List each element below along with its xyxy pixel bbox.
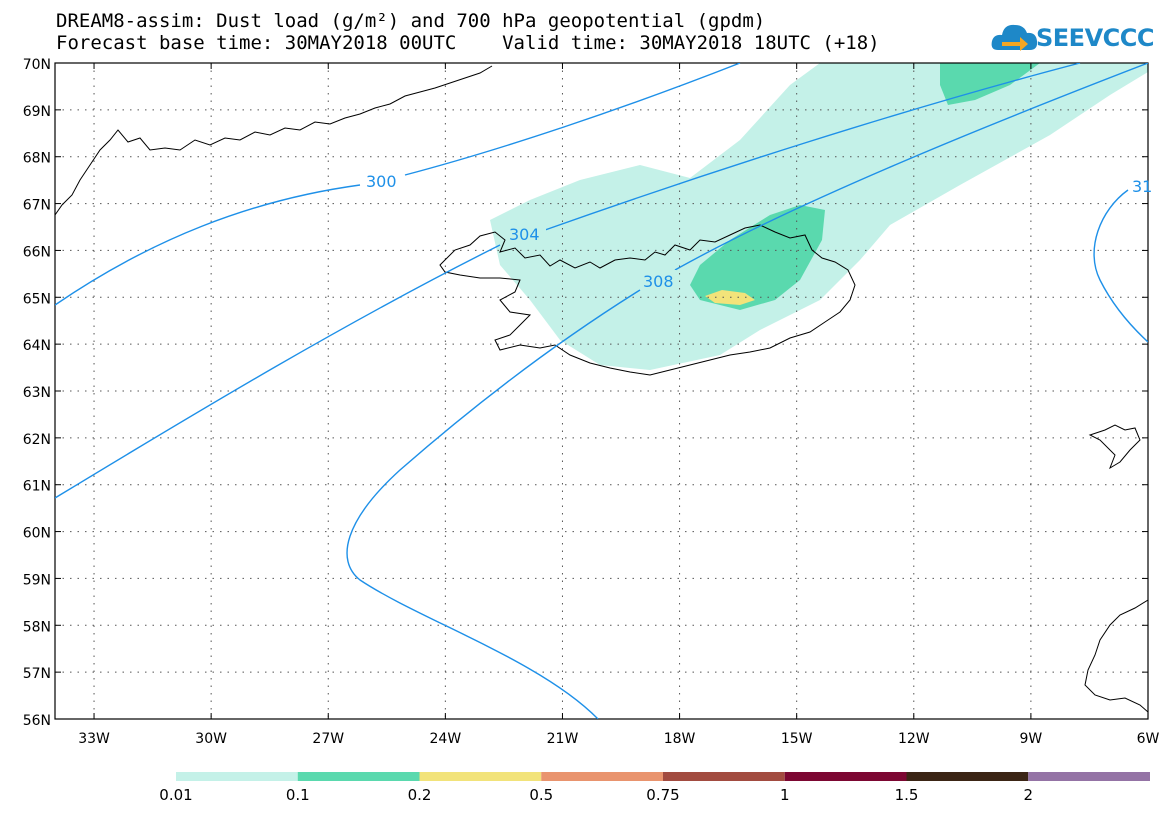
colorbar-swatch bbox=[1028, 772, 1150, 781]
contour-312 bbox=[1093, 189, 1148, 343]
coastline-greenland bbox=[55, 65, 493, 216]
lat-label: 68N bbox=[23, 151, 51, 167]
lat-label: 61N bbox=[23, 479, 51, 495]
coastline-scotland bbox=[1084, 599, 1148, 713]
colorbar-swatch bbox=[297, 772, 420, 781]
cloud-icon bbox=[991, 24, 1038, 51]
colorbar-swatch bbox=[784, 772, 907, 781]
colorbar-swatch bbox=[419, 772, 542, 781]
colorbar-swatch bbox=[906, 772, 1029, 781]
chart-title-line1: DREAM8-assim: Dust load (g/m²) and 700 h… bbox=[56, 10, 766, 32]
contour-label-308: 308 bbox=[643, 272, 674, 291]
dust-area-mid bbox=[690, 205, 825, 310]
lat-label: 70N bbox=[23, 57, 51, 73]
contour-label-300: 300 bbox=[366, 172, 397, 191]
colorbar-label: 0.75 bbox=[646, 786, 679, 804]
longitude-labels: 33W 30W 27W 24W 21W 18W 15W 12W 9W 6W bbox=[78, 731, 1159, 747]
lon-label: 12W bbox=[898, 731, 930, 747]
colorbar-label: 2 bbox=[1023, 786, 1033, 804]
colorbar-label: 0.5 bbox=[529, 786, 553, 804]
lon-label: 9W bbox=[1020, 731, 1043, 747]
lat-label: 64N bbox=[23, 338, 51, 354]
lat-label: 56N bbox=[23, 713, 51, 729]
lon-label: 18W bbox=[664, 731, 696, 747]
lon-label: 6W bbox=[1137, 731, 1160, 747]
lon-label: 21W bbox=[547, 731, 579, 747]
colorbar-label: 1 bbox=[780, 786, 790, 804]
lat-label: 65N bbox=[23, 291, 51, 307]
contour-label-304: 304 bbox=[509, 225, 540, 244]
lon-label: 30W bbox=[195, 731, 227, 747]
chart-title-line2: Forecast base time: 30MAY2018 00UTC Vali… bbox=[56, 32, 880, 54]
coastline-faroe bbox=[1088, 424, 1141, 470]
lat-label: 58N bbox=[23, 619, 51, 635]
seevccc-logo: SEEVCCC bbox=[990, 18, 1155, 58]
contour-300 bbox=[55, 63, 741, 306]
logo-text: SEEVCCC bbox=[1036, 24, 1155, 52]
colorbar-swatch bbox=[176, 772, 298, 781]
latitude-labels: 70N 69N 68N 67N 66N 65N 64N 63N 62N 61N 60N 59N 58N 5… bbox=[23, 57, 51, 729]
colorbar-label: 0.01 bbox=[159, 786, 192, 804]
lat-label: 62N bbox=[23, 432, 51, 448]
colorbar-label: 0.1 bbox=[286, 786, 310, 804]
colorbar-legend: 0.01 0.1 0.2 0.5 0.75 1 1.5 2 bbox=[159, 772, 1150, 804]
lat-label: 66N bbox=[23, 244, 51, 260]
colorbar-swatch bbox=[663, 772, 785, 781]
contour-label-312: 31 bbox=[1132, 177, 1152, 196]
colorbar-label: 0.2 bbox=[408, 786, 432, 804]
lat-label: 69N bbox=[23, 104, 51, 120]
contour-304 bbox=[55, 63, 1081, 499]
lat-label: 57N bbox=[23, 666, 51, 682]
colorbar-label: 1.5 bbox=[895, 786, 919, 804]
lon-label: 15W bbox=[781, 731, 813, 747]
lat-label: 60N bbox=[23, 526, 51, 542]
colorbar-swatch bbox=[541, 772, 663, 781]
lon-label: 24W bbox=[430, 731, 462, 747]
lon-label: 27W bbox=[312, 731, 344, 747]
lat-label: 67N bbox=[23, 198, 51, 214]
lon-label: 33W bbox=[78, 731, 110, 747]
coastline-iceland bbox=[439, 224, 856, 376]
lat-label: 59N bbox=[23, 572, 51, 588]
lat-label: 63N bbox=[23, 385, 51, 401]
contour-308 bbox=[346, 63, 1148, 719]
